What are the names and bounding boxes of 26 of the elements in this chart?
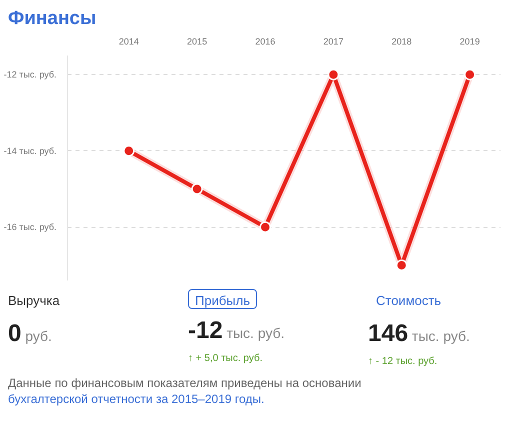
point bbox=[260, 221, 271, 233]
y-tick-label: -12 тыс. руб. bbox=[4, 70, 57, 80]
x-tick-label: 2016 bbox=[255, 36, 276, 46]
text: ↑ + 5,0 тыс. руб. bbox=[188, 352, 264, 366]
point bbox=[123, 145, 135, 157]
point bbox=[396, 260, 408, 271]
x-tick-label: 2015 bbox=[187, 36, 208, 46]
text: -12 тыс. руб. bbox=[188, 317, 285, 344]
text: Выручка bbox=[8, 292, 60, 310]
x-tick-label: 2018 bbox=[392, 36, 412, 46]
text: Стоимость bbox=[375, 292, 442, 310]
point bbox=[464, 68, 476, 80]
text: 0 руб. bbox=[8, 320, 52, 347]
point bbox=[328, 68, 340, 80]
text: Прибыль bbox=[188, 289, 257, 309]
y-tick-label: -16 тыс. руб. bbox=[4, 222, 57, 232]
y-tick-label: -14 тыс. руб. bbox=[4, 146, 57, 156]
text: ↑ - 12 тыс. руб. bbox=[368, 355, 438, 370]
text: Данные по финансовым показателям приведены на основании bbox=[8, 376, 362, 390]
x-tick-label: 2014 bbox=[118, 36, 139, 46]
chart-title: Финансы bbox=[8, 7, 96, 31]
point bbox=[191, 183, 203, 195]
x-tick-label: 2017 bbox=[323, 36, 344, 46]
text: 146 тыс. руб. bbox=[368, 320, 470, 347]
text: бухгалтерской отчетности за 2015–2019 годы. bbox=[8, 392, 264, 406]
x-tick-label: 2019 bbox=[460, 36, 480, 46]
